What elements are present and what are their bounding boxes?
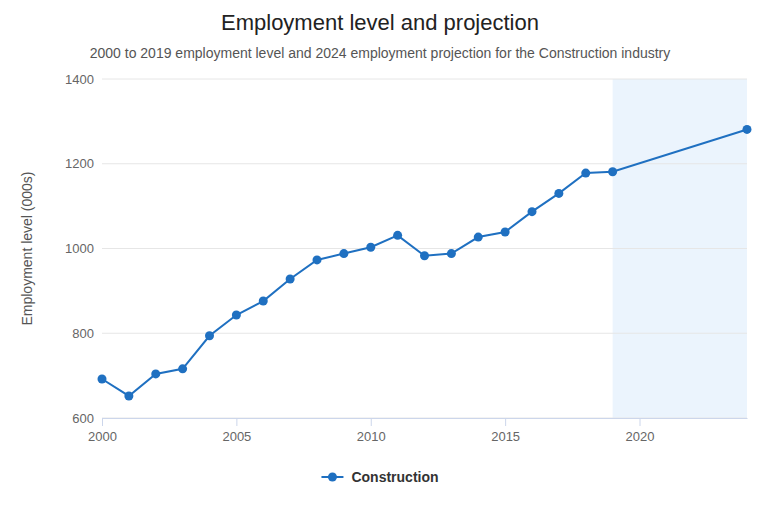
x-tick-mark — [505, 418, 506, 426]
series-point — [286, 275, 295, 284]
x-tick: 2015 — [491, 418, 520, 444]
y-tick: 1400 — [65, 72, 102, 87]
series-point — [474, 233, 483, 242]
series-point — [447, 249, 456, 258]
y-tick-label: 1000 — [65, 241, 94, 256]
y-tick: 1200 — [65, 156, 102, 171]
series-point — [743, 125, 752, 134]
series-line — [102, 129, 747, 396]
x-tick-label: 2015 — [491, 429, 520, 444]
series-point — [313, 255, 322, 264]
legend-swatch — [328, 473, 337, 482]
y-tick: 800 — [72, 326, 102, 341]
series-point — [608, 167, 617, 176]
grid-line — [102, 79, 747, 80]
legend: Construction — [321, 469, 438, 485]
grid-line — [102, 333, 747, 334]
series-point — [501, 227, 510, 236]
x-tick-mark — [640, 418, 641, 426]
series-point — [98, 375, 107, 384]
x-tick-label: 2000 — [88, 429, 117, 444]
y-axis-title: Employment level (000s) — [19, 171, 35, 325]
legend-label: Construction — [351, 469, 438, 485]
series-point — [232, 311, 241, 320]
x-tick: 2020 — [626, 418, 655, 444]
x-tick-mark — [371, 418, 372, 426]
grid-line — [102, 418, 747, 419]
x-tick-label: 2005 — [222, 429, 251, 444]
y-tick-label: 1200 — [65, 156, 94, 171]
grid-line — [102, 248, 747, 249]
y-tick-label: 800 — [72, 326, 94, 341]
x-tick-mark — [236, 418, 237, 426]
series-point — [339, 249, 348, 258]
legend-item: Construction — [321, 469, 438, 485]
plot-area — [98, 125, 752, 401]
title: Employment level and projection — [221, 10, 539, 35]
x-tick: 2005 — [222, 418, 251, 444]
y-tick: 1000 — [65, 241, 102, 256]
x-tick-label: 2010 — [357, 429, 386, 444]
series-point — [554, 189, 563, 198]
grid-line — [102, 163, 747, 164]
series-point — [178, 364, 187, 373]
x-tick-mark — [102, 418, 103, 426]
x-tick-label: 2020 — [626, 429, 655, 444]
series-point — [528, 207, 537, 216]
y-tick-label: 600 — [72, 411, 94, 426]
series-point — [581, 169, 590, 178]
series-point — [124, 391, 133, 400]
subtitle: 2000 to 2019 employment level and 2024 e… — [90, 45, 671, 61]
series-point — [366, 243, 375, 252]
x-axis: 2000 2005 2010 2015 2020 — [88, 418, 747, 444]
x-axis-line — [103, 418, 748, 419]
series-point — [151, 369, 160, 378]
x-tick: 2000 — [88, 418, 117, 444]
y-axis-line — [102, 80, 103, 419]
x-tick: 2010 — [357, 418, 386, 444]
y-tick-label: 1400 — [65, 72, 94, 87]
chart: Employment level and projection 2000 to 2… — [0, 0, 760, 512]
y-tick: 600 — [72, 411, 102, 426]
series-point — [393, 231, 402, 240]
series-point — [259, 297, 268, 306]
y-axis: 600 800 1000 1200 1400 — [65, 72, 102, 426]
series-point — [420, 251, 429, 260]
grid — [102, 79, 747, 418]
series-point — [205, 331, 214, 340]
